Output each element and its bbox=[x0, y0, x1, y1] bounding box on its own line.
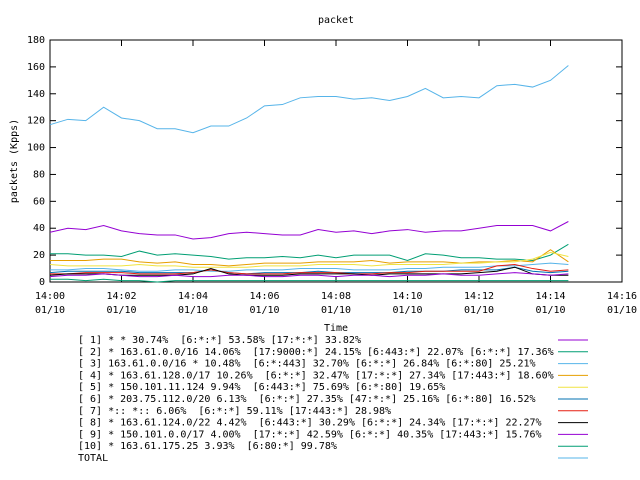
series-line bbox=[50, 243, 569, 262]
series-line bbox=[50, 264, 569, 275]
chart-title: packet bbox=[318, 15, 354, 26]
y-tick-label: 20 bbox=[33, 250, 45, 261]
y-tick-label: 40 bbox=[33, 223, 45, 234]
legend-label: [ 2] * 163.61.0.0/16 14.06% [17:9000:*] … bbox=[78, 347, 554, 358]
series-line bbox=[49, 272, 569, 278]
y-axis-label: packets (Kpps) bbox=[9, 119, 20, 203]
x-tick-label: 14:06 01/10 bbox=[249, 291, 279, 316]
y-tick-label: 180 bbox=[27, 35, 45, 46]
y-tick-label: 80 bbox=[33, 169, 45, 180]
legend-label: [10] * 163.61.175.25 3.93% [6:80:*] 99.7… bbox=[78, 441, 337, 452]
x-tick-label: 14:14 01/10 bbox=[535, 291, 565, 316]
x-tick-label: 14:02 01/10 bbox=[106, 291, 136, 316]
series-line bbox=[49, 65, 569, 134]
x-tick-label: 14:10 01/10 bbox=[392, 291, 422, 316]
legend-label: TOTAL bbox=[78, 453, 108, 464]
series-line bbox=[50, 249, 569, 267]
legend-label: [ 6] * 203.75.112.0/20 6.13% [6:*:*] 27.… bbox=[78, 394, 536, 405]
legend-label: [ 9] * 150.101.0.0/17 4.00% [17:*:*] 42.… bbox=[78, 429, 542, 440]
series-line bbox=[50, 278, 569, 283]
legend-label: [ 1] * * 30.74% [6:*:*] 53.58% [17:*:*] … bbox=[78, 335, 361, 346]
series-line bbox=[50, 262, 569, 272]
y-tick-label: 160 bbox=[27, 62, 45, 73]
series-line bbox=[49, 266, 569, 276]
legend-label: [ 8] * 163.61.124.0/22 4.42% [6:443:*] 3… bbox=[78, 418, 542, 429]
y-tick-label: 100 bbox=[27, 143, 45, 154]
series-line bbox=[49, 251, 569, 268]
y-tick-label: 120 bbox=[27, 116, 45, 127]
x-tick-label: 14:16 01/10 bbox=[607, 291, 637, 316]
legend-label: [ 4] * 163.61.128.0/17 10.26% [6:*:*] 32… bbox=[78, 370, 554, 381]
x-tick-label: 14:12 01/10 bbox=[464, 291, 494, 316]
y-tick-label: 0 bbox=[39, 277, 45, 288]
series-line bbox=[49, 221, 569, 240]
x-axis-label: Time bbox=[324, 323, 348, 334]
plot-frame bbox=[49, 39, 623, 283]
legend-label: [ 3] 163.61.0.0/16 * 10.48% [6:*:443] 32… bbox=[78, 359, 536, 370]
x-tick-label: 14:08 01/10 bbox=[321, 291, 351, 316]
x-tick-label: 14:04 01/10 bbox=[178, 291, 208, 316]
y-tick-label: 60 bbox=[33, 196, 45, 207]
legend-label: [ 5] * 150.101.11.124 9.94% [6:443:*] 75… bbox=[78, 382, 445, 393]
x-tick-label: 14:00 01/10 bbox=[35, 291, 65, 316]
legend-label: [ 7] *:: *:: 6.06% [6:*:*] 59.11% [17:44… bbox=[78, 406, 391, 417]
y-tick-label: 140 bbox=[27, 89, 45, 100]
